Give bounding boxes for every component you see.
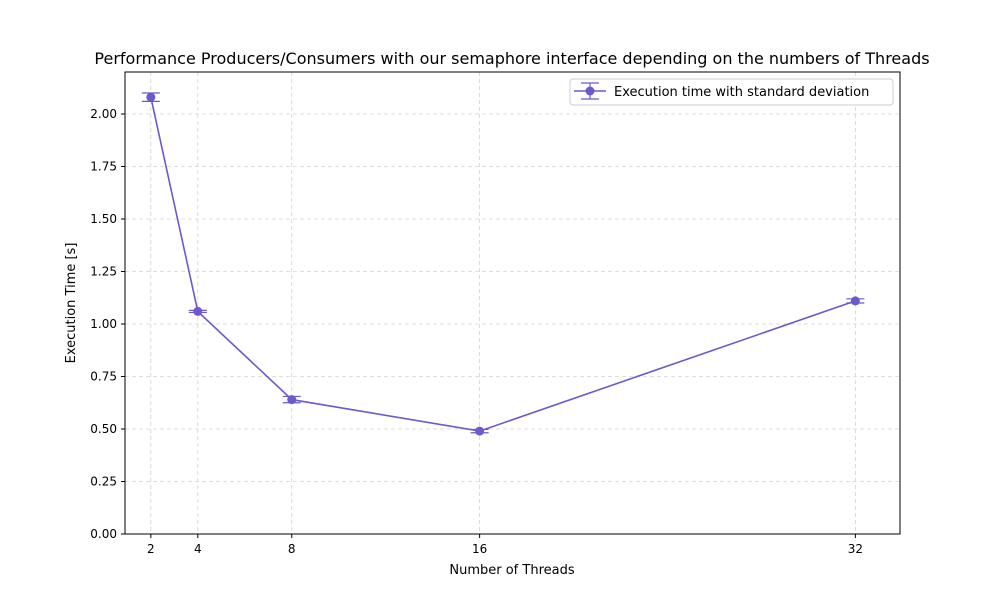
x-tick-label: 16	[472, 542, 487, 556]
y-tick-label: 1.00	[90, 317, 117, 331]
x-tick-label: 32	[848, 542, 863, 556]
x-tick-label: 2	[147, 542, 155, 556]
y-tick-label: 1.25	[90, 265, 117, 279]
series-layer	[141, 92, 865, 436]
chart-title: Performance Producers/Consumers with our…	[94, 49, 929, 68]
legend-marker	[585, 86, 595, 96]
data-point	[287, 395, 297, 405]
plot-frame	[124, 71, 901, 535]
legend-box	[569, 78, 894, 106]
legend-label: Execution time with standard deviation	[614, 85, 869, 100]
y-tick-label: 0.75	[90, 370, 117, 384]
y-tick-label: 1.50	[90, 212, 117, 226]
data-point	[850, 296, 860, 306]
y-axis-label: Execution Time [s]	[64, 243, 79, 364]
data-point	[146, 92, 156, 102]
tick-layer: 2 4 8 16 32 0.00 0.25 0.50 0.75 1.00 1.25 1.50 1.75 2…	[90, 107, 863, 556]
x-tick-label: 8	[288, 542, 296, 556]
x-tick-label: 4	[194, 542, 202, 556]
data-point	[193, 306, 203, 316]
y-tick-label: 0.50	[90, 422, 117, 436]
y-tick-label: 2.00	[90, 107, 117, 121]
y-tick-label: 1.75	[90, 160, 117, 174]
legend: Execution time with standard deviation	[569, 78, 894, 106]
y-tick-label: 0.00	[90, 527, 117, 541]
x-axis-label: Number of Threads	[449, 563, 574, 578]
y-tick-label: 0.25	[90, 475, 117, 489]
data-point	[475, 426, 485, 436]
series-line	[150, 97, 856, 432]
grid-layer	[125, 72, 900, 535]
legend-swatch	[574, 82, 606, 100]
